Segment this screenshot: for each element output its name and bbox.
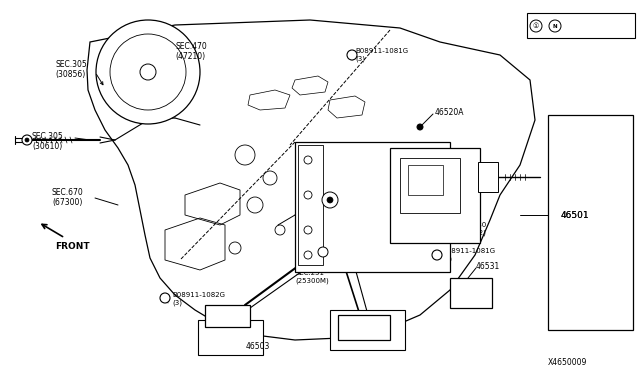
Text: B: B: [163, 295, 167, 301]
Circle shape: [304, 251, 312, 259]
Circle shape: [160, 293, 170, 303]
Circle shape: [417, 124, 423, 130]
Text: B08911-1082G
(3): B08911-1082G (3): [172, 292, 225, 305]
Text: 46501: 46501: [561, 211, 589, 219]
Text: 46503: 46503: [246, 342, 270, 351]
Bar: [338, 315, 390, 340]
Text: SEC.470
(47210): SEC.470 (47210): [175, 42, 207, 61]
Text: 46512-①: 46512-①: [315, 152, 346, 158]
Bar: [330, 310, 405, 350]
Text: FRONT: FRONT: [55, 242, 90, 251]
Circle shape: [96, 20, 200, 124]
Bar: [198, 320, 263, 355]
Text: 46512M: 46512M: [340, 242, 368, 248]
Text: ①: ①: [533, 23, 539, 29]
Bar: [548, 115, 633, 330]
Text: B08911-1081G
(3): B08911-1081G (3): [355, 48, 408, 61]
Text: B: B: [350, 52, 354, 58]
Text: P1K13: P1K13: [305, 173, 327, 179]
Bar: [450, 278, 492, 308]
Text: 46501: 46501: [561, 211, 589, 219]
Text: B: B: [435, 253, 439, 257]
Bar: [295, 142, 450, 272]
Polygon shape: [87, 20, 535, 340]
Circle shape: [432, 250, 442, 260]
Text: 46520A: 46520A: [435, 108, 465, 117]
Circle shape: [318, 247, 328, 257]
Bar: [408, 165, 443, 195]
Circle shape: [549, 20, 561, 32]
Circle shape: [327, 197, 333, 203]
Text: 46531: 46531: [476, 262, 500, 271]
Circle shape: [25, 138, 29, 142]
Text: 46531N: 46531N: [342, 326, 372, 335]
Bar: [390, 148, 480, 243]
Text: X4650009: X4650009: [548, 358, 588, 367]
Circle shape: [530, 20, 542, 32]
Text: SEC.180
(18002): SEC.180 (18002): [458, 222, 487, 235]
Text: N: N: [553, 23, 557, 29]
Text: SEC.305
(30610): SEC.305 (30610): [32, 132, 64, 151]
Circle shape: [22, 135, 32, 145]
Circle shape: [347, 50, 357, 60]
Circle shape: [304, 191, 312, 199]
Bar: [205, 305, 250, 327]
Text: SEC.251
(25320): SEC.251 (25320): [408, 228, 437, 241]
Bar: [478, 162, 498, 192]
Text: B08911-1081G
(1): B08911-1081G (1): [442, 248, 495, 262]
Circle shape: [322, 192, 338, 208]
Circle shape: [304, 226, 312, 234]
Bar: [527, 13, 635, 38]
Text: 08911-34010
(3): 08911-34010 (3): [564, 17, 611, 31]
Circle shape: [304, 156, 312, 164]
Text: SEC.670
(67300): SEC.670 (67300): [52, 188, 84, 208]
Bar: [298, 145, 323, 265]
Bar: [400, 158, 460, 213]
Text: SEC.305
(30856): SEC.305 (30856): [55, 60, 87, 79]
Text: SEC.251
(25300M): SEC.251 (25300M): [295, 270, 329, 283]
Text: 00923-10810: 00923-10810: [305, 163, 353, 169]
